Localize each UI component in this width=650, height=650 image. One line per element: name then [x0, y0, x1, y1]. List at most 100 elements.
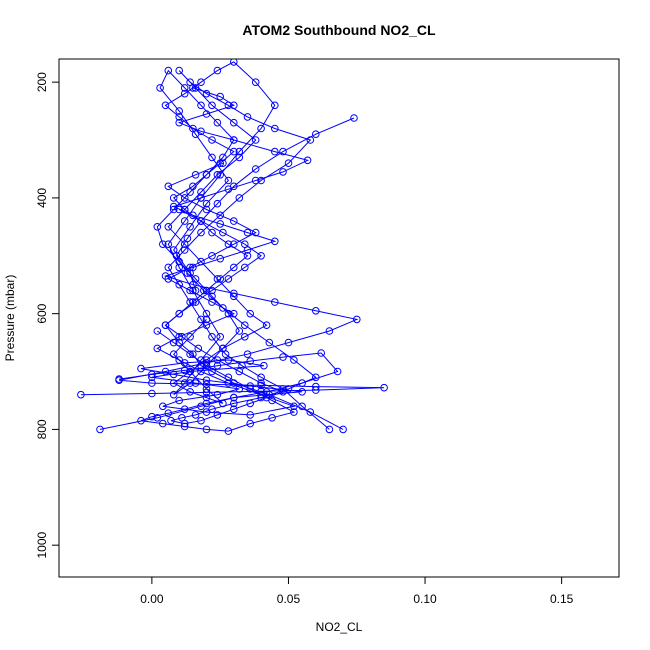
- data-point: [186, 188, 194, 196]
- y-tick-label: 600: [35, 303, 49, 323]
- data-point: [246, 399, 254, 408]
- data-point: [202, 110, 211, 118]
- data-point: [186, 223, 194, 231]
- data-point: [164, 240, 173, 248]
- data-point: [213, 199, 222, 208]
- data-point: [208, 101, 216, 110]
- data-point: [208, 252, 216, 260]
- y-tick-label: 400: [35, 188, 49, 208]
- data-point: [148, 412, 156, 421]
- data-point: [191, 379, 200, 387]
- data-point: [241, 333, 249, 341]
- data-point: [191, 411, 200, 419]
- data-point: [159, 402, 167, 411]
- data-point: [164, 66, 173, 75]
- series-line: [99, 162, 303, 430]
- data-point: [235, 147, 244, 156]
- data-point: [246, 419, 254, 428]
- data-point: [202, 309, 211, 318]
- data-point: [175, 280, 183, 289]
- data-point: [164, 263, 173, 272]
- y-tick-label: 1000: [35, 531, 49, 558]
- data-point: [213, 356, 222, 364]
- data-point: [159, 240, 167, 248]
- data-point: [213, 66, 222, 75]
- x-axis: 0.00 0.05 0.10 0.15: [140, 576, 574, 606]
- data-point: [230, 118, 238, 127]
- data-point: [186, 367, 194, 376]
- data-point: [202, 361, 211, 370]
- data-point: [230, 147, 238, 156]
- data-point: [257, 379, 265, 387]
- data-point: [230, 240, 238, 248]
- data-point: [197, 416, 205, 425]
- data-point: [279, 168, 287, 176]
- data-point: [186, 333, 194, 341]
- data-point: [169, 390, 178, 399]
- data-point: [230, 393, 238, 402]
- data-point: [257, 252, 265, 260]
- data-point: [175, 309, 183, 318]
- data-point: [216, 220, 224, 228]
- plot-frame: [58, 58, 620, 578]
- data-point: [191, 84, 200, 92]
- data-point: [271, 147, 279, 156]
- data-point: [197, 217, 205, 225]
- data-point: [279, 353, 287, 361]
- data-point: [183, 234, 192, 243]
- x-tick-label: 0.05: [277, 592, 301, 606]
- data-point: [213, 275, 222, 283]
- data-point: [208, 405, 216, 414]
- data-point: [279, 388, 287, 396]
- data-point: [180, 246, 189, 254]
- data-point: [298, 379, 306, 387]
- data-point: [180, 405, 189, 414]
- data-point: [224, 373, 233, 382]
- data-point: [279, 147, 287, 156]
- data-point: [169, 338, 178, 347]
- data-point: [175, 396, 183, 405]
- data-point: [197, 101, 205, 110]
- data-point: [312, 382, 320, 391]
- data-point: [325, 425, 334, 434]
- data-point: [208, 286, 216, 295]
- chart-title: ATOM2 Southbound NO2_CL: [242, 22, 436, 38]
- data-point: [230, 289, 238, 298]
- data-point: [175, 118, 183, 127]
- data-point: [298, 388, 306, 396]
- data-point: [189, 280, 197, 289]
- x-tick-label: 0.00: [140, 592, 164, 606]
- data-point: [241, 321, 249, 330]
- data-point: [216, 333, 224, 341]
- data-point: [243, 252, 252, 260]
- data-point: [202, 380, 211, 389]
- data-point: [219, 228, 227, 237]
- data-point: [172, 252, 181, 260]
- data-point: [161, 321, 170, 330]
- data-point: [230, 263, 238, 272]
- data-point: [213, 171, 222, 179]
- data-point: [260, 361, 268, 370]
- data-point: [156, 84, 164, 92]
- data-point: [224, 275, 233, 283]
- data-point: [262, 321, 271, 330]
- data-point: [235, 194, 244, 202]
- data-point: [161, 101, 170, 110]
- data-point: [191, 298, 200, 306]
- data-point: [161, 367, 170, 376]
- data-point: [178, 333, 186, 341]
- data-point: [183, 269, 192, 277]
- data-point: [306, 408, 315, 416]
- data-point: [312, 307, 320, 315]
- data-point: [202, 388, 211, 397]
- data-point: [197, 194, 205, 202]
- data-point: [243, 350, 252, 359]
- data-point: [180, 194, 189, 202]
- y-tick-label: 200: [35, 72, 49, 92]
- data-point: [213, 361, 222, 370]
- data-point: [246, 385, 254, 393]
- series-line: [167, 70, 330, 430]
- series-line: [156, 61, 344, 430]
- data-point: [290, 408, 298, 416]
- data-point: [224, 176, 233, 185]
